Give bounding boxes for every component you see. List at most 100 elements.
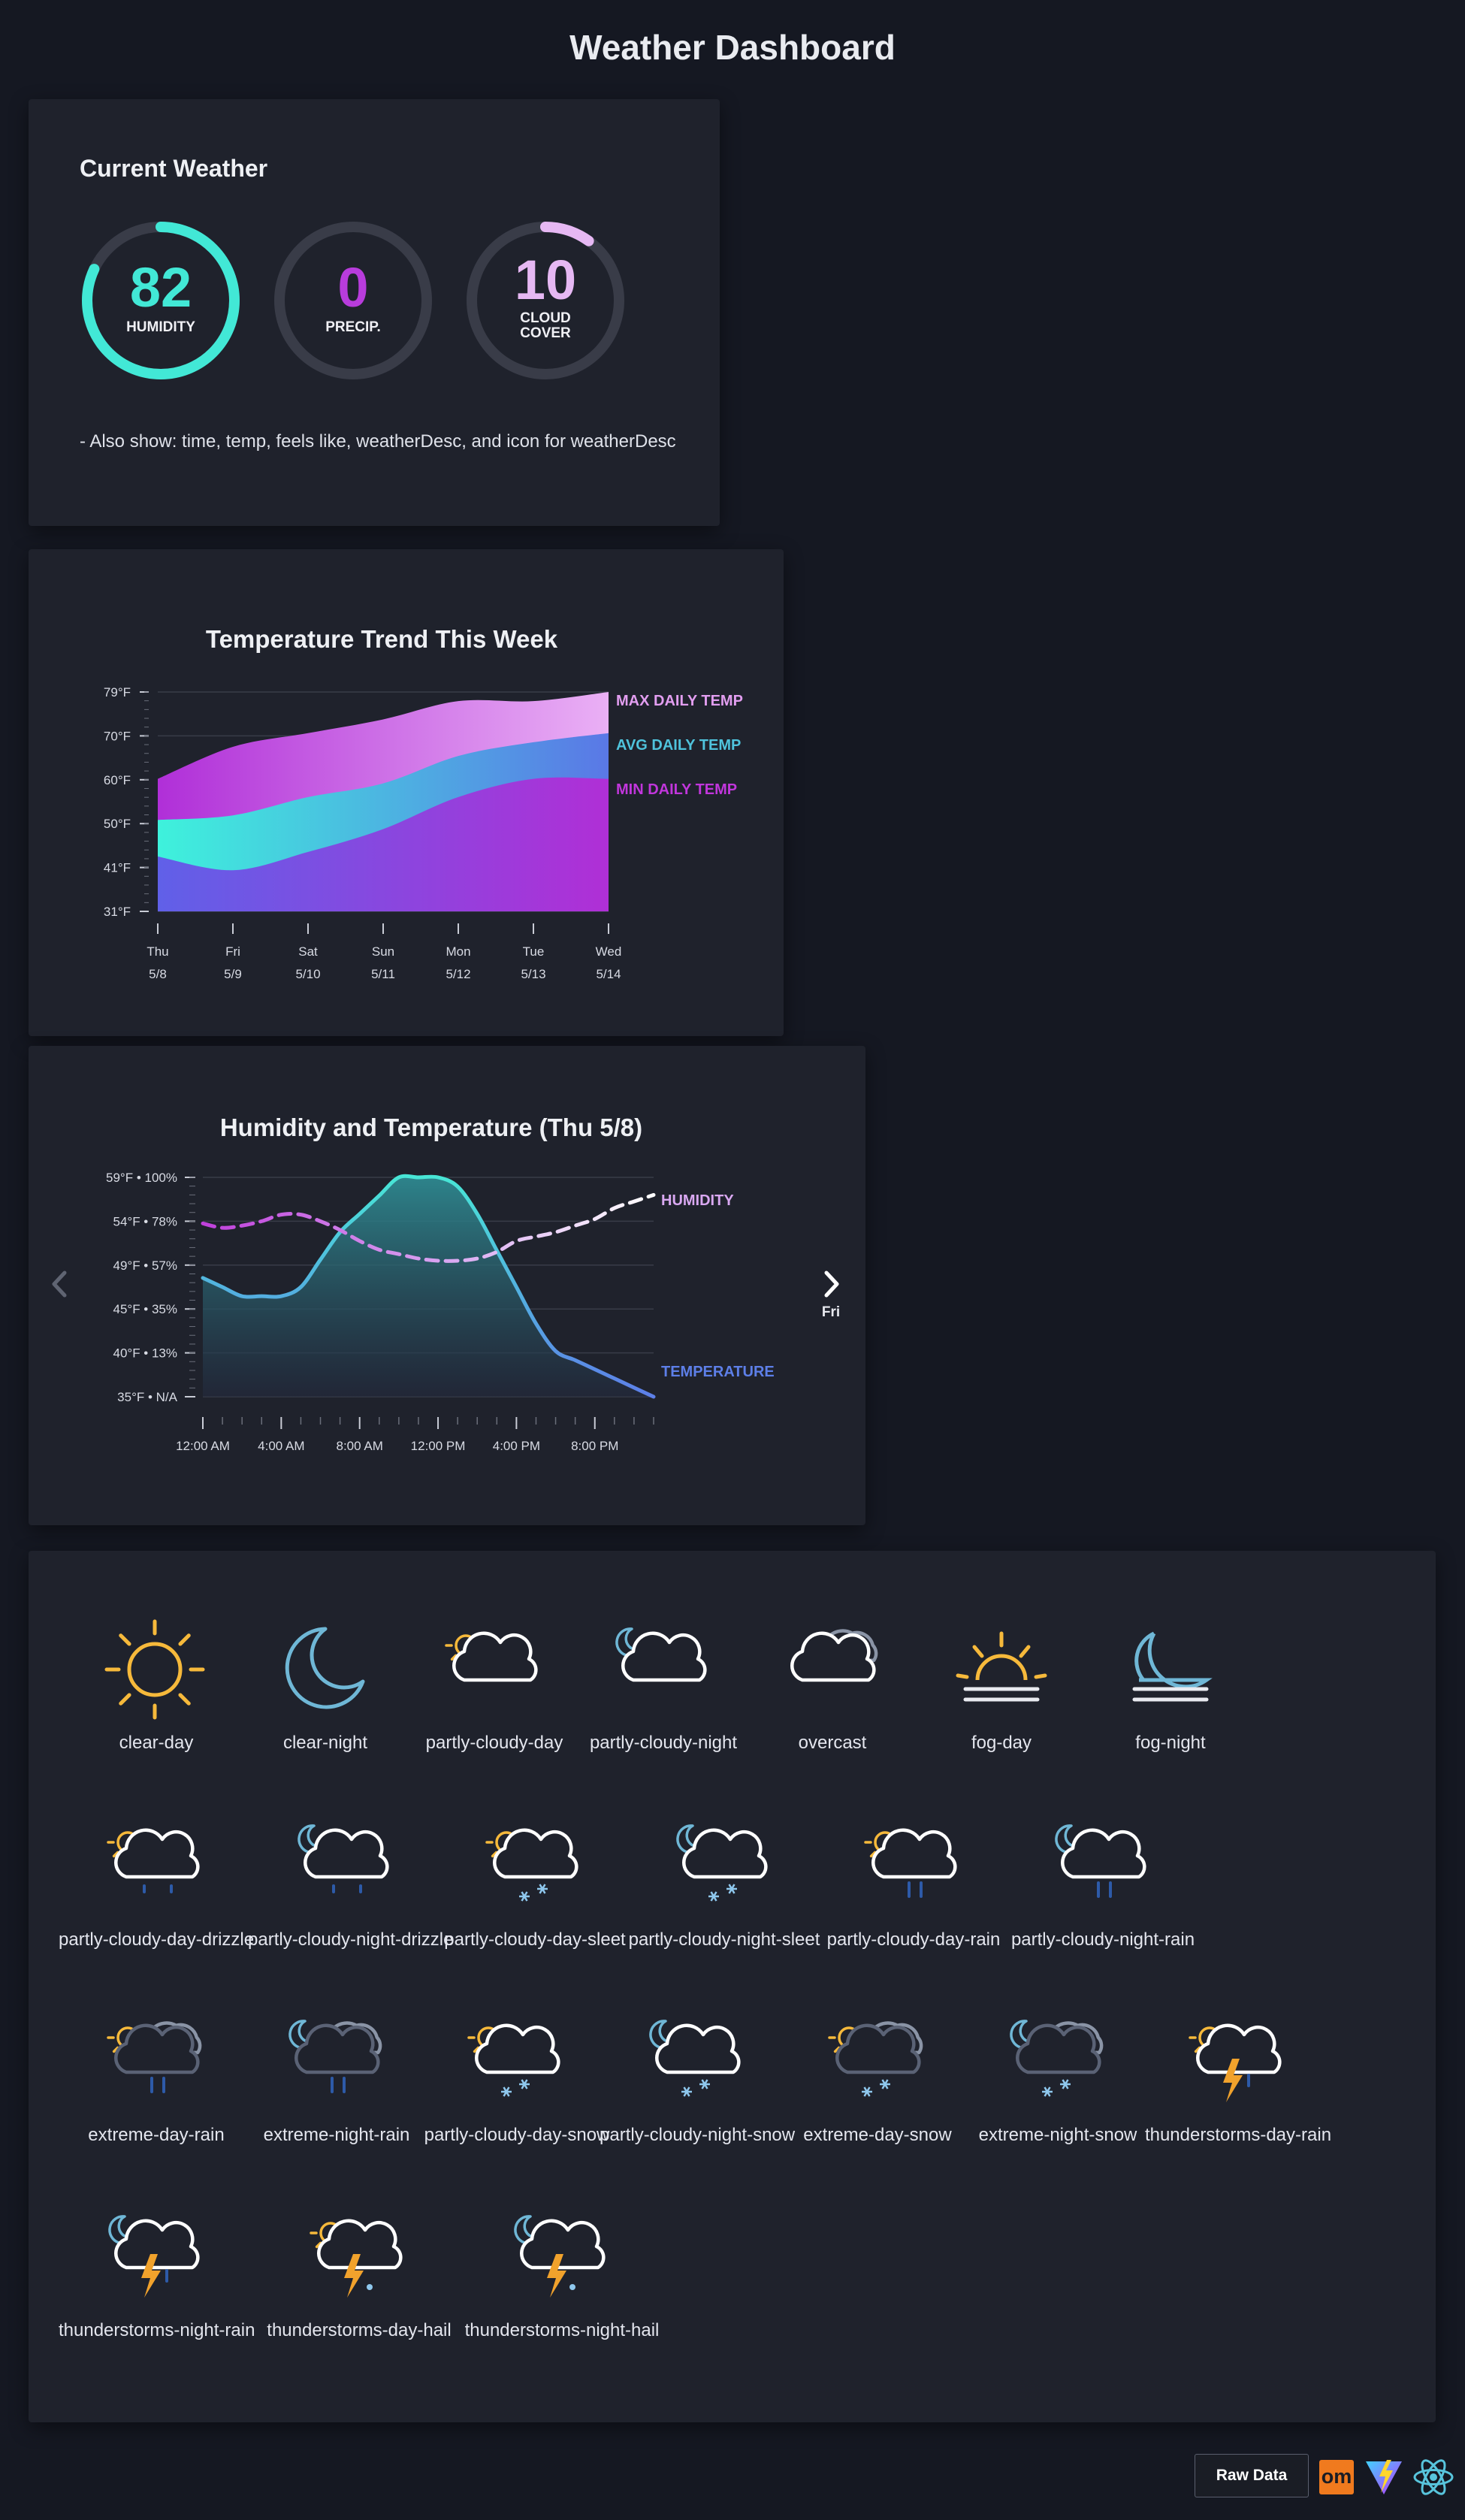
partly-cloudy-night-drizzle-icon	[298, 1824, 389, 1893]
partly-cloudy-night-sleet-icon	[676, 1824, 768, 1902]
trend-x-date-label: 5/10	[295, 967, 320, 981]
min-temp-area	[158, 777, 609, 911]
next-day-button[interactable]: Fri	[808, 1265, 853, 1325]
precip-gauge-ring	[274, 222, 432, 379]
icon-label: partly-cloudy-night-snow	[600, 2125, 796, 2145]
humidity-gauge: 82 HUMIDITY	[80, 219, 242, 382]
precip-gauge: 0 PRECIP.	[272, 219, 434, 382]
partly-cloudy-day-snow-icon	[467, 2023, 560, 2097]
icon-label: partly-cloudy-night-rain	[1010, 1929, 1195, 1950]
humid-x-tick-label: 12:00 AM	[176, 1439, 230, 1453]
trend-x-date-label: 5/11	[371, 967, 395, 981]
weather-icon-clear-night: clear-night	[228, 1611, 423, 1754]
trend-x-date-label: 5/9	[224, 967, 242, 981]
fog-day-icon	[956, 1631, 1047, 1702]
partly-cloudy-night-rain-icon	[1055, 1824, 1146, 1898]
todo-note: - Also show: time, temp, feels like, wea…	[80, 431, 676, 452]
icon-label: thunderstorms-day-rain	[1144, 2125, 1332, 2145]
icon-label: extreme-night-rain	[263, 2125, 410, 2145]
humid-y-tick-label: 45°F • 35%	[113, 1302, 177, 1316]
humid-x-tick-label: 12:00 PM	[411, 1439, 466, 1453]
clear-night-icon	[285, 1627, 365, 1709]
trend-y-tick-label: 60°F	[104, 773, 131, 787]
om-logo-icon[interactable]: om	[1319, 2460, 1354, 2494]
trend-x-date-label: 5/13	[521, 967, 545, 981]
icon-label: partly-cloudy-day-snow	[424, 2125, 610, 2145]
temperature-line	[201, 1174, 656, 1399]
trend-x-date-label: 5/8	[149, 967, 167, 981]
icon-label: partly-cloudy-night-drizzle	[248, 1929, 454, 1950]
weather-icon-partly-cloudy-night-snow: partly-cloudy-night-snow	[600, 2003, 795, 2146]
trend-x-day-label: Mon	[446, 944, 470, 959]
trend-x-day-label: Sat	[298, 944, 318, 959]
weather-icon-extreme-night-snow: extreme-night-snow	[960, 2003, 1155, 2146]
weather-icon-partly-cloudy-day: partly-cloudy-day	[397, 1611, 592, 1754]
icon-label: thunderstorms-night-hail	[464, 2320, 660, 2340]
humidity-temperature-chart: Humidity and Temperature (Thu 5/8) 35°F …	[106, 1113, 775, 1453]
fog-night-icon	[1132, 1631, 1213, 1702]
trend-series-label: MAX DAILY TEMP	[616, 693, 743, 709]
trend-series-label: MIN DAILY TEMP	[616, 781, 737, 798]
trend-x-day-label: Wed	[596, 944, 622, 959]
precip-label: PRECIP.	[325, 319, 381, 335]
weather-icon-thunderstorms-day-hail: thunderstorms-day-hail	[261, 2198, 457, 2341]
trend-y-tick-label: 70°F	[104, 729, 131, 743]
trend-x-day-label: Fri	[225, 944, 240, 959]
humid-y-tick-label: 59°F • 100%	[106, 1171, 177, 1185]
weather-icons-card: clear-day clear-night partly-cloudy-day par…	[29, 1551, 1436, 2422]
vite-logo-icon[interactable]	[1364, 2458, 1403, 2496]
weather-icon-thunderstorms-night-rain: thunderstorms-night-rain	[59, 2198, 255, 2341]
trend-series-label: AVG DAILY TEMP	[616, 737, 741, 754]
humidity-gauge-ring	[82, 222, 240, 379]
humid-y-tick-label: 54°F • 78%	[113, 1214, 177, 1228]
trend-x-day-label: Sun	[372, 944, 394, 959]
cloud-cover-gauge-ring	[467, 222, 624, 379]
weather-icon-thunderstorms-night-hail: thunderstorms-night-hail	[464, 2198, 660, 2341]
trend-chart-title: Temperature Trend This Week	[206, 625, 558, 653]
partly-cloudy-night-icon	[615, 1627, 707, 1682]
weather-icon-partly-cloudy-day-snow: partly-cloudy-day-snow	[419, 2003, 615, 2146]
trend-x-date-label: 5/14	[596, 967, 621, 981]
partly-cloudy-day-sleet-icon	[485, 1828, 578, 1902]
humid-x-tick-label: 8:00 AM	[337, 1439, 383, 1453]
temperature-series-label: TEMPERATURE	[661, 1364, 775, 1380]
icon-label: fog-night	[1135, 1733, 1206, 1753]
temperature-area	[203, 1176, 654, 1397]
humidity-chart-title: Humidity and Temperature (Thu 5/8)	[220, 1113, 642, 1141]
raw-data-button[interactable]: Raw Data	[1195, 2454, 1309, 2497]
weather-icon-partly-cloudy-night-sleet: partly-cloudy-night-sleet	[627, 1808, 822, 1950]
icon-label: partly-cloudy-day-drizzle	[59, 1929, 255, 1950]
trend-y-tick-label: 79°F	[104, 685, 131, 699]
page-title: Weather Dashboard	[569, 28, 896, 67]
humid-y-tick-label: 49°F • 57%	[113, 1258, 177, 1273]
overcast-icon	[790, 1629, 878, 1682]
icon-label: extreme-day-snow	[803, 2125, 952, 2145]
humidity-temperature-card: Humidity and Temperature (Thu 5/8) 35°F …	[29, 1046, 865, 1525]
react-logo-icon[interactable]	[1412, 2457, 1454, 2497]
trend-x-day-label: Thu	[146, 944, 168, 959]
partly-cloudy-day-icon	[445, 1631, 538, 1682]
humid-x-tick-label: 8:00 PM	[571, 1439, 618, 1453]
current-weather-card: Current Weather 82 HUMIDITY 0 PRECIP. 10…	[29, 99, 720, 526]
humidity-value: 82	[129, 256, 192, 319]
cloud-cover-label-line2: COVER	[520, 325, 571, 341]
trend-y-tick-label: 50°F	[104, 817, 131, 831]
extreme-night-snow-icon	[1010, 2020, 1104, 2097]
weather-icon-overcast: overcast	[735, 1611, 930, 1754]
weather-icon-thunderstorms-day-rain: thunderstorms-day-rain	[1140, 2003, 1336, 2146]
humid-y-tick-label: 40°F • 13%	[113, 1346, 177, 1361]
weather-icon-fog-day: fog-day	[904, 1611, 1099, 1754]
icon-label: overcast	[798, 1733, 867, 1753]
prev-day-button[interactable]	[45, 1265, 75, 1303]
cloud-cover-gauge: 10 CLOUD COVER	[464, 219, 627, 382]
weather-icon-partly-cloudy-night-rain: partly-cloudy-night-rain	[1005, 1808, 1201, 1950]
icon-label: partly-cloudy-day-sleet	[444, 1929, 626, 1950]
icon-label: partly-cloudy-day	[425, 1733, 563, 1753]
icon-label: extreme-day-rain	[88, 2125, 225, 2145]
extreme-day-rain-icon	[107, 2021, 202, 2093]
icon-label: clear-night	[282, 1733, 368, 1753]
thunderstorms-night-hail-icon	[514, 2215, 606, 2298]
weather-icon-partly-cloudy-night: partly-cloudy-night	[566, 1611, 761, 1754]
partly-cloudy-night-snow-icon	[649, 2020, 741, 2097]
thunderstorms-day-rain-icon	[1189, 2023, 1282, 2102]
